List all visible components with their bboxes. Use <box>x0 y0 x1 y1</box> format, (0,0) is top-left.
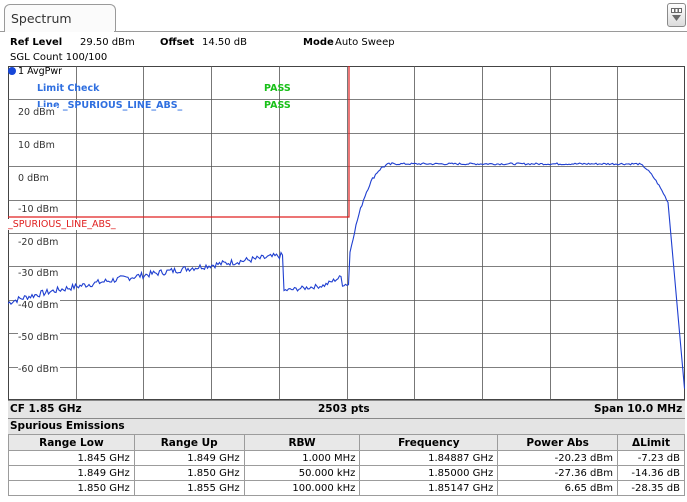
col-delta-limit: ΔLimit <box>617 434 685 451</box>
col-frequency: Frequency <box>359 434 499 451</box>
sweep-points: 2503 pts <box>318 403 370 415</box>
tab-spectrum[interactable]: Spectrum <box>4 4 116 32</box>
y-label-minus30: -30 dBm <box>18 268 61 279</box>
ref-level-label: Ref Level <box>10 37 63 48</box>
ref-level-value: 29.50 dBm <box>80 37 135 48</box>
cell-frequency: 1.85147 GHz <box>359 480 499 496</box>
plot-frame <box>8 66 685 400</box>
y-label-minus40: -40 dBm <box>18 300 61 311</box>
tab-spectrum-label: Spectrum <box>11 11 72 26</box>
y-label-minus10: -10 dBm <box>18 204 61 215</box>
y-label-minus20: -20 dBm <box>18 237 61 248</box>
trace-1-icon <box>8 67 16 75</box>
spectrum-plot[interactable]: 1 AvgPwr Limit Check PASS Line _SPURIOUS… <box>8 66 685 400</box>
cell-delta-limit: -28.35 dB <box>617 480 685 496</box>
trace-label: 1 AvgPwr <box>8 66 62 78</box>
trace-1 <box>8 162 685 389</box>
tab-bar: Spectrum <box>0 0 687 32</box>
y-label-minus60: -60 dBm <box>18 364 61 375</box>
limit-check-label: Limit Check <box>37 83 100 94</box>
offset-label: Offset <box>160 37 195 48</box>
table-header-row: Range Low Range Up RBW Frequency Power A… <box>8 434 685 451</box>
measurement-header: Ref Level 29.50 dBm Offset 14.50 dB Mode… <box>0 33 687 65</box>
y-label-20: 20 dBm <box>18 107 57 118</box>
col-range-up: Range Up <box>133 434 245 451</box>
mode-value: Auto Sweep <box>335 37 395 48</box>
col-range-low: Range Low <box>8 434 135 451</box>
cell-range-low: 1.850 GHz <box>8 480 135 496</box>
y-label-0: 0 dBm <box>18 173 51 184</box>
cell-frequency: 1.84887 GHz <box>359 450 499 466</box>
tab-divider <box>0 31 687 32</box>
cell-range-low: 1.849 GHz <box>8 465 135 481</box>
table-row[interactable]: 1.850 GHz 1.855 GHz 100.000 kHz 1.85147 … <box>8 480 685 496</box>
mode-label: Mode <box>303 37 334 48</box>
table-row[interactable]: 1.845 GHz 1.849 GHz 1.000 MHz 1.84887 GH… <box>8 450 685 466</box>
limit-line-name: _SPURIOUS_LINE_ABS_ <box>8 219 116 230</box>
spectrum-graph <box>8 66 685 400</box>
cell-delta-limit: -14.36 dB <box>617 465 685 481</box>
y-label-10: 10 dBm <box>18 140 57 151</box>
cell-rbw: 50.000 kHz <box>243 465 361 481</box>
frequency-span: Span 10.0 MHz <box>594 403 683 415</box>
cell-range-low: 1.845 GHz <box>8 450 135 466</box>
limit-line-result: PASS <box>264 100 291 111</box>
cell-range-up: 1.855 GHz <box>133 480 245 496</box>
sweep-footer: CF 1.85 GHz 2503 pts Span 10.0 MHz <box>8 400 685 419</box>
spurious-table: Range Low Range Up RBW Frequency Power A… <box>8 434 685 496</box>
limit-line-label: Line _SPURIOUS_LINE_ABS_ <box>37 100 183 111</box>
offset-value: 14.50 dB <box>202 37 248 48</box>
spurious-emissions-title: Spurious Emissions <box>8 419 685 434</box>
y-label-minus50: -50 dBm <box>18 332 61 343</box>
col-rbw: RBW <box>243 434 361 451</box>
cell-power-abs: -20.23 dBm <box>497 450 619 466</box>
center-frequency: CF 1.85 GHz <box>10 403 82 415</box>
sgl-count: SGL Count 100/100 <box>10 52 108 63</box>
cell-rbw: 1.000 MHz <box>243 450 361 466</box>
window-menu-icon[interactable] <box>667 3 686 27</box>
cell-rbw: 100.000 kHz <box>243 480 361 496</box>
cell-range-up: 1.849 GHz <box>133 450 245 466</box>
limit-line <box>8 66 350 218</box>
cell-power-abs: 6.65 dBm <box>497 480 619 496</box>
cell-frequency: 1.85000 GHz <box>359 465 499 481</box>
spurious-emissions-panel: Spurious Emissions Range Low Range Up RB… <box>8 419 685 499</box>
cell-power-abs: -27.36 dBm <box>497 465 619 481</box>
limit-check-result: PASS <box>264 83 291 94</box>
cell-range-up: 1.850 GHz <box>133 465 245 481</box>
table-row[interactable]: 1.849 GHz 1.850 GHz 50.000 kHz 1.85000 G… <box>8 465 685 481</box>
cell-delta-limit: -7.23 dB <box>617 450 685 466</box>
col-power-abs: Power Abs <box>497 434 619 451</box>
